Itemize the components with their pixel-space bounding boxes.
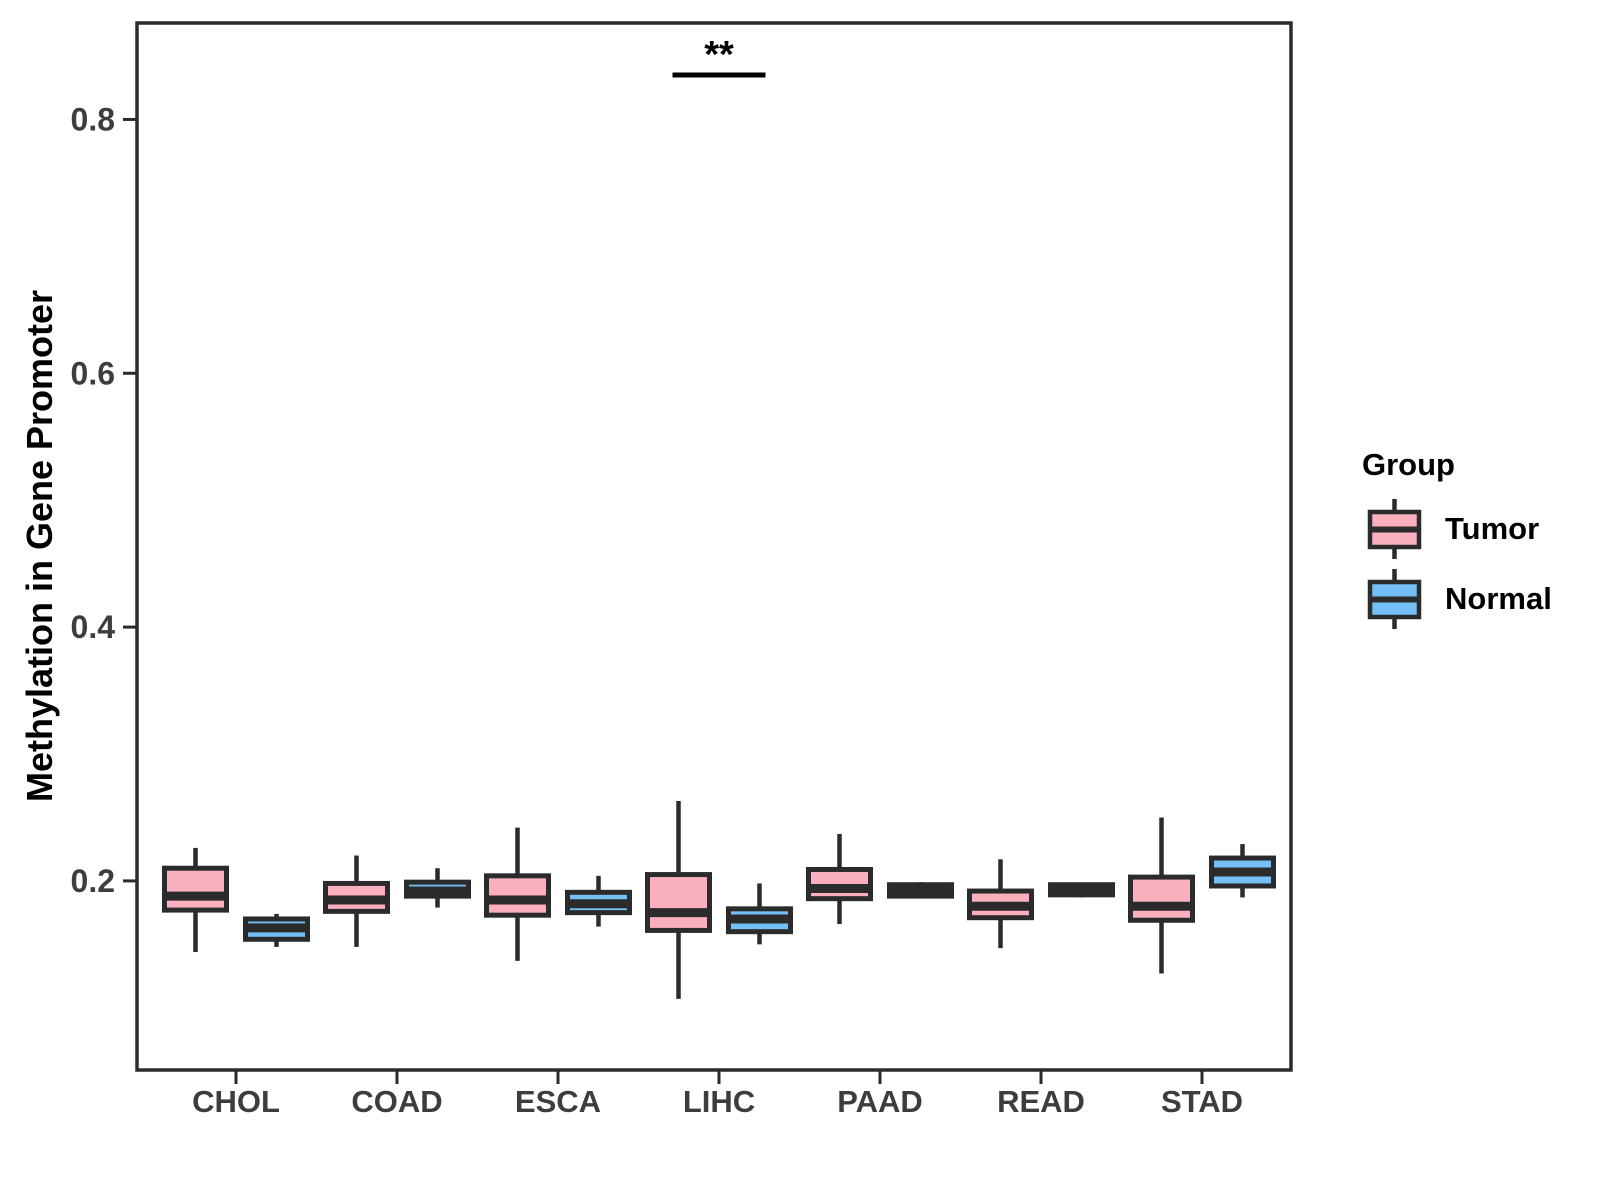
- boxplot-key-normal-icon: [1367, 569, 1422, 629]
- y-tick-label: 0.4: [71, 609, 116, 645]
- y-tick-label: 0.2: [71, 863, 115, 899]
- x-tick-label-lihc: LIHC: [683, 1084, 755, 1119]
- y-tick-label: 0.8: [71, 101, 115, 137]
- significance-label: **: [704, 34, 734, 76]
- legend-title: Group: [1362, 447, 1455, 482]
- boxplot-key-tumor-icon: [1367, 499, 1422, 559]
- legend-label-tumor: Tumor: [1445, 511, 1540, 546]
- box-tumor-stad: [1128, 874, 1195, 923]
- x-tick-label-paad: PAAD: [837, 1084, 923, 1119]
- plot-panel-border: [135, 21, 1293, 1072]
- x-tick-label-coad: COAD: [351, 1084, 442, 1119]
- y-axis-title: Methylation in Gene Promoter: [19, 289, 60, 803]
- box-tumor-chol: [162, 865, 229, 913]
- x-tick-label-chol: CHOL: [192, 1084, 280, 1119]
- x-tick-label-esca: ESCA: [515, 1084, 601, 1119]
- legend: Group Tumor Normal: [1340, 447, 1552, 631]
- legend-entry-tumor: Tumor: [1366, 497, 1552, 561]
- x-tick-label-read: READ: [997, 1084, 1085, 1119]
- y-tick-label: 0.6: [71, 355, 115, 391]
- legend-label-normal: Normal: [1445, 581, 1552, 616]
- box-tumor-lihc: [645, 872, 712, 933]
- legend-entry-normal: Normal: [1366, 567, 1552, 631]
- x-tick-label-stad: STAD: [1161, 1084, 1243, 1119]
